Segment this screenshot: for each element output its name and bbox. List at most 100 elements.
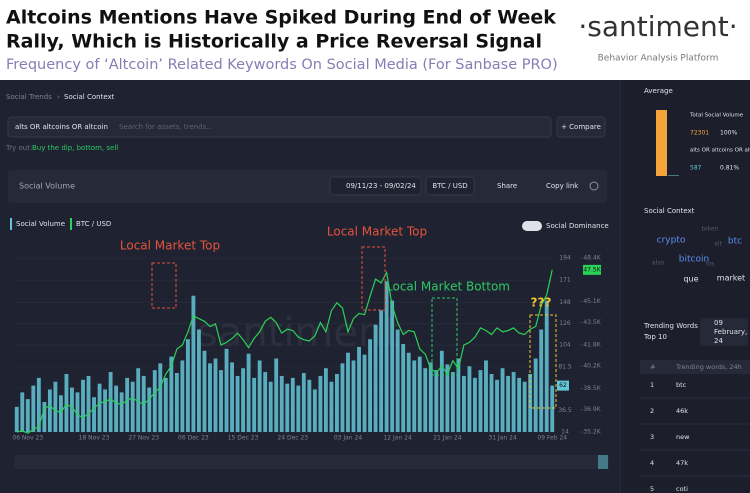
logo-tagline: Behavior Analysis Platform [598,54,719,64]
date-range: 09/11/23 - 09/02/24 [346,182,416,190]
bar [373,324,378,432]
bar [180,360,185,432]
y2-tick-label: 43.5K [583,319,601,326]
trending-word[interactable]: new [676,433,690,441]
trending-title: Trending Words [643,322,698,330]
pair-button[interactable] [425,176,475,196]
x-tick-label: 21 Jan 24 [433,435,462,442]
bar [47,389,52,432]
trending-word[interactable]: 47k [676,459,688,467]
bar [296,385,301,432]
bar [130,381,135,432]
bar [412,360,417,432]
bar [191,295,196,432]
bar [230,362,234,432]
bar [224,348,229,432]
bar [329,381,334,432]
bar [252,377,257,432]
bar [208,363,212,432]
bar [506,375,511,432]
y-tick-label: 148 [559,299,571,306]
bar [428,362,433,432]
trending-header: Trending words, 24h [675,363,742,371]
x-tick-label: 15 Dec 23 [228,435,259,442]
bar [533,358,538,432]
bar [108,372,113,432]
trending-word[interactable]: btc [676,381,687,389]
current-label: 47.5K [583,266,601,273]
trending-word[interactable]: coti [676,485,688,493]
bar [25,399,30,432]
breadcrumb[interactable]: Social Context [64,93,115,101]
search-box[interactable] [7,116,552,138]
x-tick-label: 12 Jan 24 [383,435,412,442]
bar [351,360,356,432]
bar [439,350,444,432]
copy-link[interactable]: Copy link [546,182,579,190]
bar [58,395,63,432]
scrollbar[interactable] [14,455,609,469]
bar [185,339,190,432]
x-tick-label: 18 Nov 23 [79,435,110,442]
bar [263,372,268,432]
annotation-box [151,262,177,309]
bar [312,389,317,432]
bar [340,363,345,432]
annotation-label: ??? [531,296,552,310]
x-tick-label: 27 Nov 23 [128,435,159,442]
x-tick-label: 03 Jan 24 [334,435,363,442]
toggle-label: Social Dominance [546,222,609,230]
trending-word[interactable]: 46k [676,407,688,415]
line [16,269,553,434]
bar [279,375,284,432]
average-title: Average [644,87,673,95]
trending-date: 09 [714,319,723,327]
bar [423,368,428,432]
y2-tick-label: 48.4K [583,255,601,262]
bar [158,363,163,432]
share[interactable]: Share [497,182,517,190]
bar [285,383,290,432]
bar [461,375,466,432]
suggestions[interactable]: Buy the dip, bottom, sell [32,144,118,152]
try-label: Try out: [5,144,32,152]
bar [390,300,395,432]
legend-label: BTC / USD [76,220,111,228]
bar [241,368,246,432]
bar [484,360,488,432]
legend-swatch [70,218,72,230]
bar [522,381,527,432]
annotation-label: Local Market Top [327,225,427,239]
bar [163,377,168,432]
bar [456,358,461,432]
bar [53,381,58,432]
y-tick-label: 104 [559,342,571,349]
y2-tick-label: 45.1K [583,298,601,305]
current-badge [583,264,601,275]
bar [152,370,157,432]
trending-date: 24 [714,337,723,345]
bar [31,385,36,432]
bar [75,392,80,432]
compare-button[interactable] [556,116,606,138]
context-word: que [683,275,698,284]
bar [357,346,361,432]
context-word: crypto [657,236,686,246]
bar [257,360,262,432]
bar [301,373,306,432]
date-picker[interactable] [700,318,748,346]
scroll-handle[interactable] [598,455,608,469]
average-value: 72301 [690,130,709,137]
toggle[interactable] [522,221,542,231]
bar [500,368,505,432]
y-tick-label: 171 [559,277,571,284]
average-bar [668,175,679,176]
date-button[interactable] [329,176,422,196]
breadcrumb[interactable]: Social Trends [6,93,52,101]
subtitle: Frequency of ‘Altcoin’ Related Keywords … [6,57,558,73]
logo: ·santiment· [578,10,737,43]
settings-icon[interactable] [589,181,599,191]
bar [169,356,174,432]
bar [401,344,406,432]
y-tick-label: 14 [561,429,569,436]
